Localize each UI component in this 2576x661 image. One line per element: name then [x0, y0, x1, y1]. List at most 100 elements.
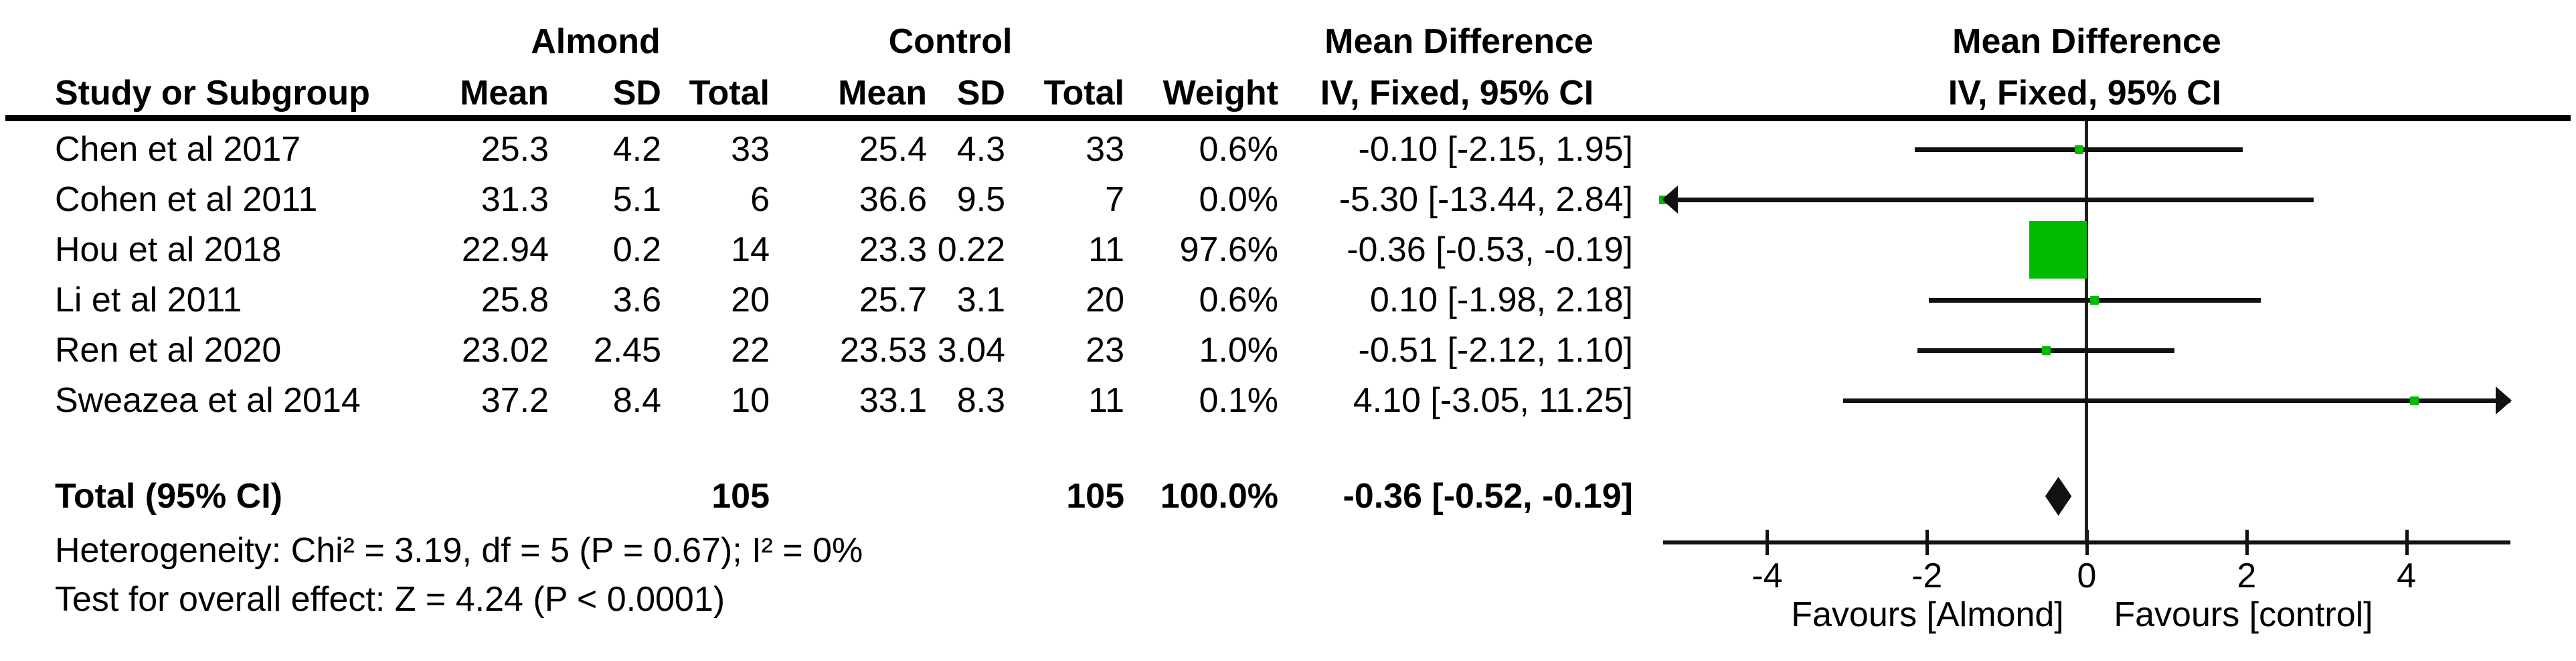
column-header-row: Study or Subgroup Mean SD Total Mean SD …: [0, 68, 2576, 119]
control-mean: 23.53: [839, 331, 927, 370]
study-name: Li et al 2011: [55, 281, 242, 319]
col-header-weight: Weight: [1163, 74, 1278, 113]
study-name: Hou et al 2018: [55, 230, 282, 269]
almond-mean: 25.3: [481, 130, 549, 169]
axis-tick-label: 2: [2237, 557, 2257, 595]
group-header-row: Almond Control Mean Difference Mean Diff…: [0, 17, 2576, 67]
favours-right-label: Favours [control]: [2114, 595, 2373, 634]
study-name: Chen et al 2017: [55, 130, 301, 169]
almond-mean: 37.2: [481, 381, 549, 420]
total-row: Total (95% CI) 105 105 100.0% -0.36 [-0.…: [0, 471, 2576, 522]
col-header-ci-plot: IV, Fixed, 95% CI: [1948, 74, 2222, 113]
heterogeneity-text: Heterogeneity: Chi² = 3.19, df = 5 (P = …: [55, 531, 863, 570]
control-mean: 23.3: [859, 230, 927, 269]
overall-effect-row: Test for overall effect: Z = 4.24 (P < 0…: [0, 575, 2576, 625]
weight-value: 0.1%: [1199, 381, 1278, 420]
almond-sd: 0.2: [612, 230, 661, 269]
control-total: 23: [1086, 331, 1124, 370]
total-label: Total (95% CI): [55, 477, 282, 516]
study-name: Sweazea et al 2014: [55, 381, 361, 420]
almond-sd: 2.45: [593, 331, 661, 370]
mean-difference-marker: [2074, 145, 2083, 154]
table-row: Ren et al 2020 23.02 2.45 22 23.53 3.04 …: [0, 325, 2576, 376]
almond-sd: 8.4: [612, 381, 661, 420]
almond-sd: 5.1: [612, 180, 661, 219]
mean-difference-marker: [2029, 221, 2087, 279]
col-header-sd-1: SD: [612, 74, 661, 113]
mean-difference-marker: [2090, 295, 2099, 305]
mean-difference-marker: [2041, 346, 2051, 355]
group-label-control: Control: [888, 22, 1013, 61]
control-total: 7: [1105, 180, 1124, 219]
almond-sd: 3.6: [612, 281, 661, 319]
almond-total: 20: [731, 281, 770, 319]
control-total: 20: [1086, 281, 1124, 319]
md-ci-text: -5.30 [-13.44, 2.84]: [1339, 180, 1633, 219]
ci-arrow-left-icon: [1662, 186, 1679, 214]
weight-value: 0.6%: [1199, 130, 1278, 169]
weight-value: 97.6%: [1179, 230, 1278, 269]
almond-sd: 4.2: [612, 130, 661, 169]
col-header-total-2: Total: [1043, 74, 1124, 113]
effect-label-plot: Mean Difference: [1952, 22, 2221, 61]
header-divider-rule: [5, 115, 2571, 121]
group-label-almond: Almond: [531, 22, 661, 61]
weight-value: 1.0%: [1199, 331, 1278, 370]
almond-mean: 22.94: [461, 230, 549, 269]
study-name: Ren et al 2020: [55, 331, 282, 370]
table-row: Li et al 2011 25.8 3.6 20 25.7 3.1 20 0.…: [0, 275, 2576, 325]
col-header-study: Study or Subgroup: [55, 74, 370, 113]
md-ci-text: -0.51 [-2.12, 1.10]: [1358, 331, 1634, 370]
col-header-ci-table: IV, Fixed, 95% CI: [1320, 74, 1594, 113]
heterogeneity-row: Heterogeneity: Chi² = 3.19, df = 5 (P = …: [0, 526, 2576, 576]
control-sd: 4.3: [956, 130, 1005, 169]
almond-total: 10: [731, 381, 770, 420]
x-axis-line: [1663, 540, 2510, 544]
control-mean: 33.1: [859, 381, 927, 420]
md-ci-text: 0.10 [-1.98, 2.18]: [1369, 281, 1633, 319]
total-md-ci-text: -0.36 [-0.52, -0.19]: [1343, 477, 1633, 516]
col-header-mean-1: Mean: [460, 74, 549, 113]
control-mean: 25.7: [859, 281, 927, 319]
control-total: 33: [1086, 130, 1124, 169]
control-sd: 3.1: [956, 281, 1005, 319]
effect-label-table: Mean Difference: [1324, 22, 1594, 61]
mean-difference-marker: [2410, 396, 2419, 405]
control-mean: 36.6: [859, 180, 927, 219]
md-ci-text: -0.36 [-0.53, -0.19]: [1347, 230, 1633, 269]
almond-total: 14: [731, 230, 770, 269]
total-control-n: 105: [1066, 477, 1124, 516]
control-sd: 9.5: [956, 180, 1005, 219]
weight-value: 0.6%: [1199, 281, 1278, 319]
almond-mean: 25.8: [481, 281, 549, 319]
almond-total: 33: [731, 130, 770, 169]
almond-mean: 23.02: [461, 331, 549, 370]
overall-effect-text: Test for overall effect: Z = 4.24 (P < 0…: [55, 580, 725, 619]
table-row: Sweazea et al 2014 37.2 8.4 10 33.1 8.3 …: [0, 376, 2576, 426]
md-ci-text: 4.10 [-3.05, 11.25]: [1353, 381, 1633, 420]
total-weight: 100.0%: [1160, 477, 1278, 516]
control-mean: 25.4: [859, 130, 927, 169]
axis-tick-label: -4: [1751, 557, 1783, 595]
almond-mean: 31.3: [481, 180, 549, 219]
col-header-total-1: Total: [689, 74, 770, 113]
weight-value: 0.0%: [1199, 180, 1278, 219]
ci-line: [1663, 198, 2314, 202]
favours-left-label: Favours [Almond]: [1791, 595, 2064, 634]
control-total: 11: [1088, 230, 1124, 269]
ci-line: [1842, 398, 2510, 403]
col-header-sd-2: SD: [956, 74, 1005, 113]
col-header-mean-2: Mean: [838, 74, 927, 113]
md-ci-text: -0.10 [-2.15, 1.95]: [1358, 130, 1634, 169]
total-almond-n: 105: [711, 477, 770, 516]
axis-tick-label: 0: [2077, 557, 2097, 595]
almond-total: 22: [731, 331, 770, 370]
study-name: Cohen et al 2011: [55, 180, 318, 219]
control-sd: 0.22: [937, 230, 1005, 269]
table-row: Chen et al 2017 25.3 4.2 33 25.4 4.3 33 …: [0, 125, 2576, 175]
axis-tick-label: 4: [2397, 557, 2417, 595]
control-sd: 8.3: [956, 381, 1005, 420]
table-row: Hou et al 2018 22.94 0.2 14 23.3 0.22 11…: [0, 225, 2576, 275]
ci-arrow-right-icon: [2495, 386, 2512, 415]
